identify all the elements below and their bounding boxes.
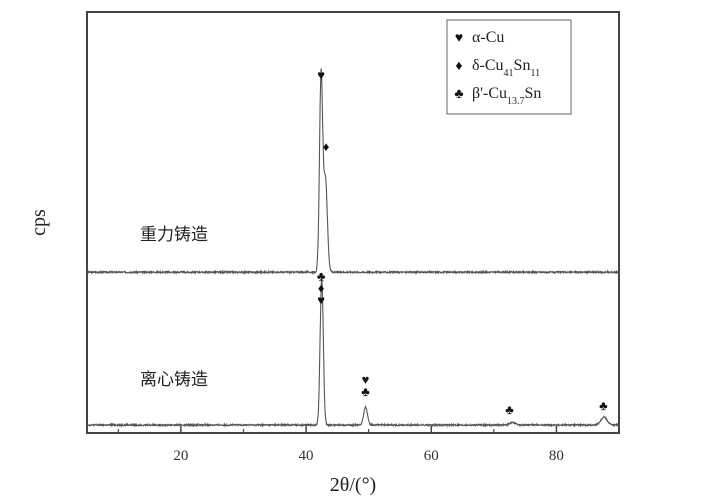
peak-marker: ♥ (362, 372, 370, 387)
x-tick-label: 20 (173, 448, 188, 464)
y-axis-label: cps (28, 209, 50, 236)
legend-symbol: ♥ (455, 31, 463, 46)
peak-marker: ♣ (599, 398, 608, 413)
series-label: 离心铸造 (140, 370, 208, 390)
series-line-1 (86, 278, 620, 428)
legend-symbol: ♣ (454, 87, 463, 102)
legend-box (446, 19, 572, 115)
legend-label: α-Cu (472, 29, 504, 46)
legend-symbol: ♦ (455, 59, 462, 74)
series-label: 重力铸造 (140, 225, 208, 245)
x-tick-label: 80 (549, 448, 564, 464)
legend-label: β'-Cu13.7Sn (472, 85, 541, 107)
legend-label: δ-Cu41Sn11 (472, 57, 540, 79)
x-tick-label: 40 (299, 448, 314, 464)
peak-marker: ♥ (317, 67, 325, 82)
peak-marker: ♥ (317, 293, 325, 308)
peak-marker: ♣ (361, 384, 370, 399)
peak-marker: ♦ (323, 139, 330, 154)
x-axis-label: 2θ/(°) (330, 474, 376, 496)
peak-marker: ♣ (317, 269, 326, 284)
x-tick-label: 60 (424, 448, 439, 464)
peak-marker: ♦ (318, 281, 325, 296)
series-line-0 (86, 68, 620, 276)
peak-marker: ♣ (505, 402, 514, 417)
plot-frame (86, 11, 620, 434)
